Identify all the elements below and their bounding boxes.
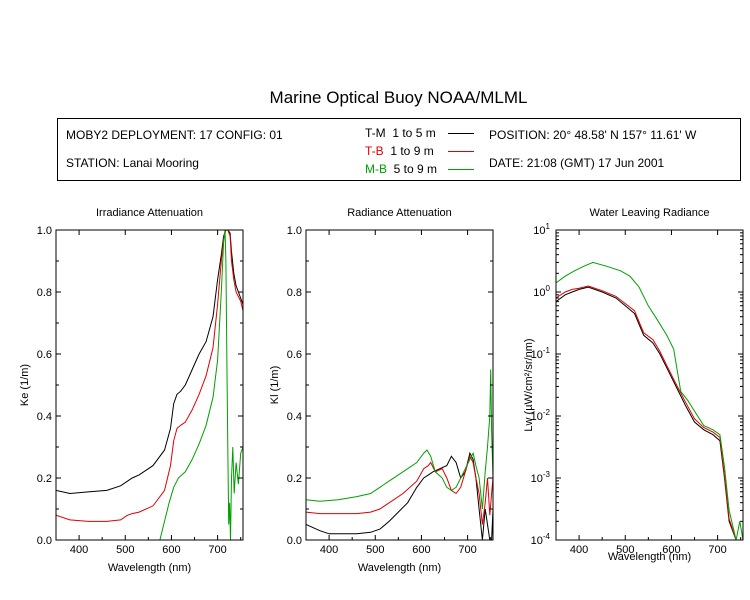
y-tick-label: 101: [533, 222, 550, 237]
x-tick-label: 400: [320, 544, 338, 556]
x-axis-label: Wavelength (nm): [358, 562, 441, 574]
y-tick-label: 10-2: [531, 408, 551, 423]
y-axis-label: Ke (1/m): [19, 364, 31, 406]
legend-item-t-b: T-B 1 to 9 m: [365, 144, 434, 158]
legend-item-t-m: T-M 1 to 5 m: [365, 126, 436, 140]
x-tick-label: 500: [616, 544, 634, 556]
y-tick-label: 1.0: [37, 225, 52, 237]
y-tick-label: 0.0: [287, 535, 302, 547]
y-tick-label: 0.6: [37, 349, 52, 361]
y-tick-label: 10-1: [531, 346, 551, 361]
legend-swatch-t-b: [448, 151, 474, 152]
x-tick-label: 700: [458, 544, 476, 556]
page-title: Marine Optical Buoy NOAA/MLML: [269, 88, 528, 107]
y-tick-label: 0.6: [287, 349, 302, 361]
station-text: STATION: Lanai Mooring: [66, 156, 199, 170]
x-tick-label: 500: [366, 544, 384, 556]
x-axis-label: Wavelength (nm): [608, 551, 691, 563]
y-tick-label: 10-3: [531, 470, 551, 485]
series-line-t-m: [306, 451, 493, 540]
date-text: DATE: 21:08 (GMT) 17 Jun 2001: [489, 156, 665, 170]
x-tick-label: 600: [662, 544, 680, 556]
x-tick-label: 700: [208, 544, 226, 556]
x-tick-label: 600: [412, 544, 430, 556]
chart-title: Water Leaving Radiance: [589, 207, 709, 219]
series-line-m-b: [556, 261, 743, 540]
y-tick-label: 10-4: [531, 532, 551, 547]
series-line-t-m: [56, 230, 243, 495]
legend-item-m-b: M-B 5 to 9 m: [365, 162, 437, 176]
y-tick-label: 0.2: [287, 473, 302, 485]
series-line-m-b: [159, 230, 243, 540]
series-line-t-b: [556, 285, 743, 540]
legend-range: 1 to 9 m: [390, 144, 434, 158]
deployment-text: MOBY2 DEPLOYMENT: 17 CONFIG: 01: [66, 128, 283, 142]
legend-swatch-m-b: [448, 169, 474, 170]
position-text: POSITION: 20° 48.58' N 157° 11.61' W: [489, 128, 697, 142]
y-tick-label: 0.2: [37, 473, 52, 485]
series-line-t-b: [56, 230, 243, 522]
series-line-m-b: [306, 369, 493, 510]
series-line-t-m: [556, 286, 743, 540]
y-tick-label: 0.8: [37, 287, 52, 299]
legend-code: T-M: [365, 126, 386, 140]
y-tick-label: 0.4: [37, 411, 52, 423]
plot-frame: [555, 229, 744, 541]
x-tick-label: 600: [162, 544, 180, 556]
legend-range: 5 to 9 m: [393, 162, 438, 176]
x-axis-label: Wavelength (nm): [108, 562, 191, 574]
y-tick-label: 0.4: [287, 411, 302, 423]
legend-code: T-B: [365, 144, 384, 158]
y-tick-label: 100: [533, 284, 550, 299]
y-axis-label: Kl (1/m): [269, 366, 281, 405]
legend-code: M-B: [365, 162, 387, 176]
y-tick-label: 0.0: [37, 535, 52, 547]
x-tick-label: 500: [116, 544, 134, 556]
chart-title: Irradiance Attenuation: [96, 207, 203, 219]
y-tick-label: 1.0: [287, 225, 302, 237]
x-tick-label: 400: [570, 544, 588, 556]
legend-swatch-t-m: [448, 133, 474, 134]
plot-frame: [305, 229, 494, 541]
x-tick-label: 400: [70, 544, 88, 556]
x-tick-label: 700: [708, 544, 726, 556]
y-axis-label: Lw (µW/cm²/sr/nm): [523, 338, 535, 431]
legend-range: 1 to 5 m: [392, 126, 436, 140]
series-line-t-b: [306, 454, 493, 525]
chart-title: Radiance Attenuation: [347, 207, 452, 219]
y-tick-label: 0.8: [287, 287, 302, 299]
info-box: MOBY2 DEPLOYMENT: 17 CONFIG: 01 STATION:…: [57, 118, 741, 181]
